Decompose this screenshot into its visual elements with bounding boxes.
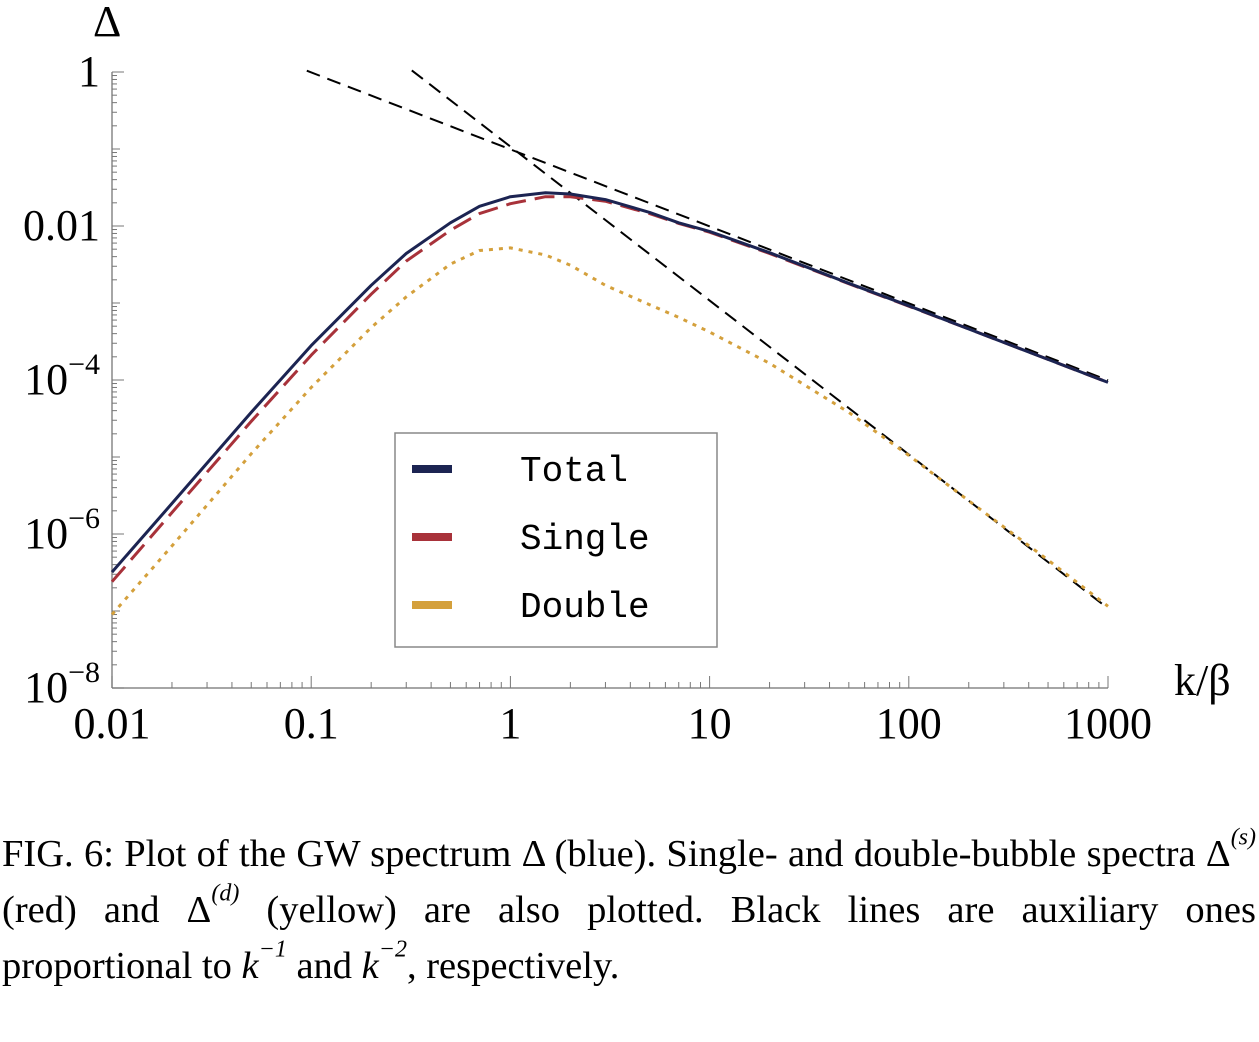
- x-axis-label: k/β: [1174, 656, 1231, 705]
- series-line-total: [110, 191, 1109, 574]
- legend-swatch-total: [412, 465, 452, 473]
- y-tick-label: 10−8: [24, 656, 100, 712]
- x-tick-label: 10: [688, 699, 732, 748]
- x-tick-label: 1000: [1064, 699, 1152, 748]
- legend-label-total: Total: [520, 451, 628, 492]
- series-line-single: [110, 195, 1109, 583]
- y-tick-label: 0.01: [23, 201, 100, 250]
- series-line-double: [110, 246, 1109, 616]
- legend: Total Single Double: [394, 432, 718, 648]
- x-tick-label: 0.01: [74, 699, 151, 748]
- legend-label-double: Double: [520, 587, 650, 628]
- y-tick-label: 10−6: [24, 502, 100, 558]
- legend-swatch-double: [412, 601, 452, 609]
- x-tick-label: 0.1: [284, 699, 339, 748]
- gw-spectrum-chart: 0.01 0.1 1 10 100 1000 1 0.01 10−4 10−6 10−8 k/β Δ…: [23, 0, 1231, 748]
- y-tick-label: 10−4: [24, 348, 100, 404]
- x-tick-label: 100: [876, 699, 942, 748]
- legend-swatch-single: [412, 533, 452, 541]
- y-tick-label: 1: [78, 47, 100, 96]
- y-axis-label: Δ: [93, 0, 121, 46]
- figure-caption: FIG. 6: Plot of the GW spectrum Δ (blue)…: [2, 824, 1257, 987]
- reference-line-km1: [306, 69, 1109, 382]
- reference-line-km2: [411, 69, 1109, 610]
- x-tick-label: 1: [499, 699, 521, 748]
- caption-label: FIG. 6:: [2, 833, 114, 875]
- legend-label-single: Single: [520, 519, 650, 560]
